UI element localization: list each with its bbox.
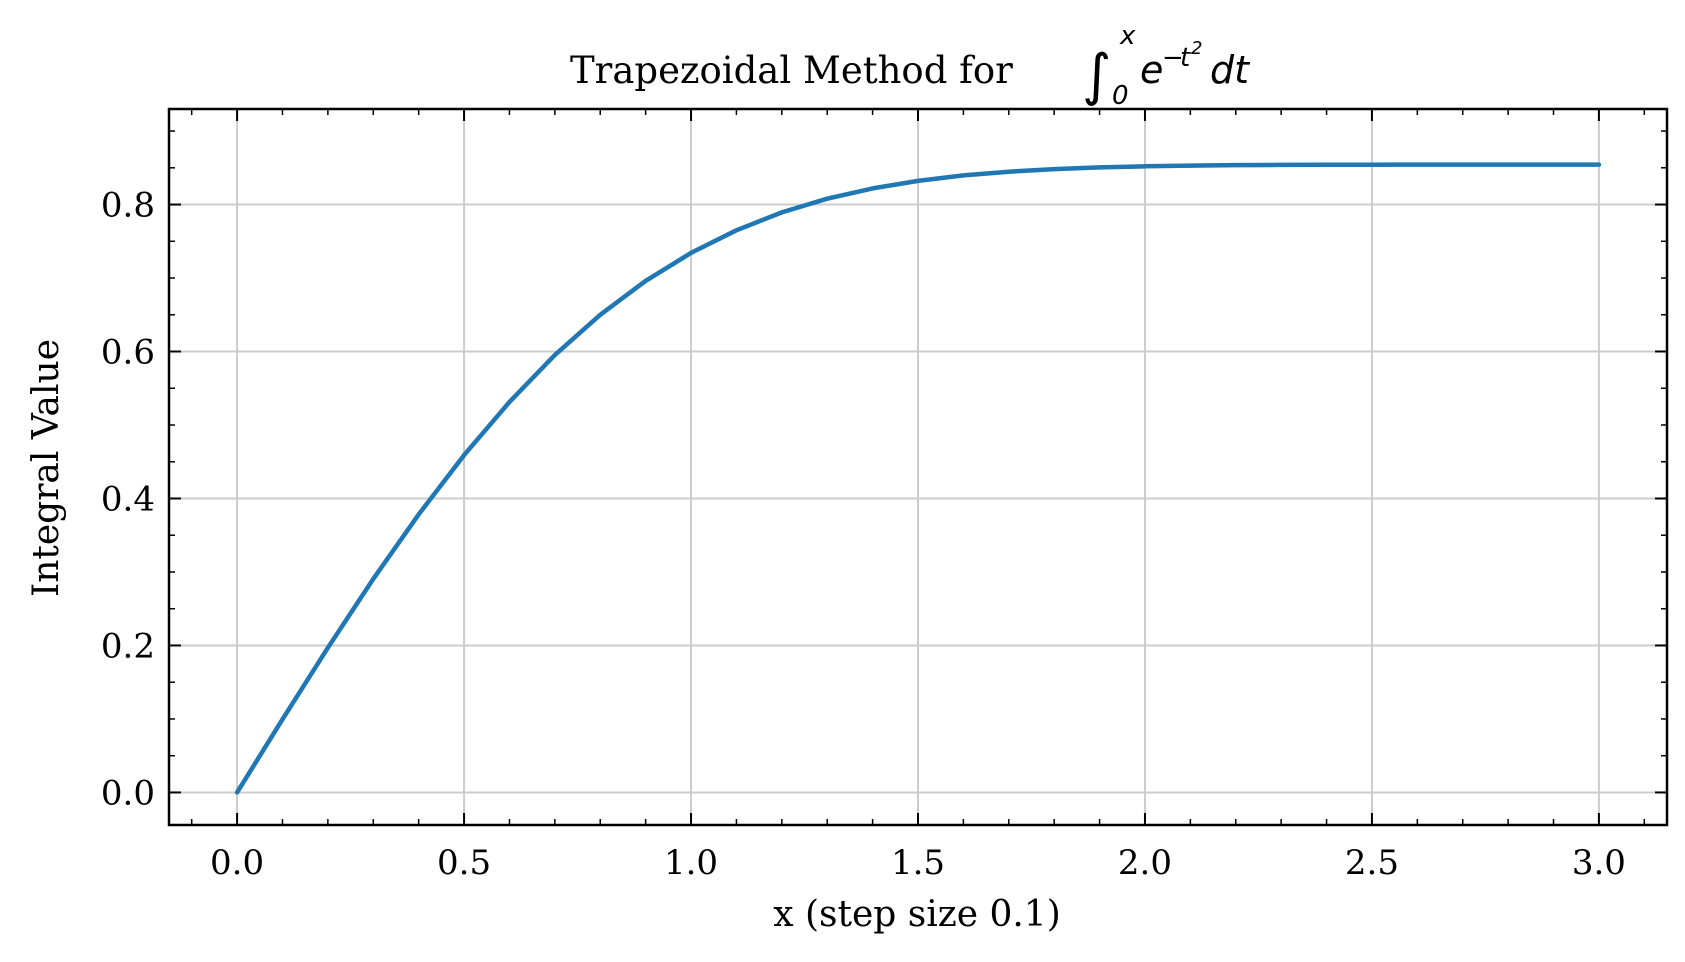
title-exponent-minus: − — [1162, 43, 1184, 73]
y-tick-label: 0.4 — [101, 479, 155, 519]
title-integral-sign: ∫ — [1082, 43, 1111, 108]
title-exponent-power: 2 — [1191, 38, 1202, 59]
x-tick-label: 2.0 — [1118, 843, 1172, 883]
title-differential: dt — [1210, 48, 1251, 92]
x-axis-label: x (step size 0.1) — [773, 894, 1061, 935]
title-lower-limit: 0 — [1112, 81, 1129, 111]
title-integrand-base: e — [1140, 48, 1163, 92]
chart-title: Trapezoidal Method for ∫ x 0 e − t 2 dt — [570, 21, 1251, 111]
ticks — [169, 109, 1667, 825]
title-upper-limit: x — [1119, 21, 1136, 51]
x-tick-label: 2.5 — [1345, 843, 1399, 883]
y-tick-label: 0.6 — [101, 333, 155, 373]
x-tick-label: 1.0 — [664, 843, 718, 883]
y-tick-label: 0.8 — [101, 186, 155, 226]
series-layer — [234, 162, 1602, 795]
grid — [169, 109, 1667, 825]
title-exponent-var: t — [1180, 43, 1191, 73]
y-tick-label: 0.2 — [101, 626, 155, 666]
title-prefix: Trapezoidal Method for — [570, 49, 1013, 92]
y-axis-label: Integral Value — [26, 339, 67, 597]
tick-labels: 0.0 0.5 1.0 1.5 2.0 2.5 3.0 0.0 0.2 0.4 0.6 0.8 — [101, 186, 1626, 883]
series-line — [234, 162, 1602, 795]
y-tick-label: 0.0 — [101, 773, 155, 813]
x-tick-label: 3.0 — [1572, 843, 1626, 883]
x-tick-label: 0.0 — [210, 843, 264, 883]
x-tick-label: 1.5 — [891, 843, 945, 883]
x-tick-label: 0.5 — [437, 843, 491, 883]
